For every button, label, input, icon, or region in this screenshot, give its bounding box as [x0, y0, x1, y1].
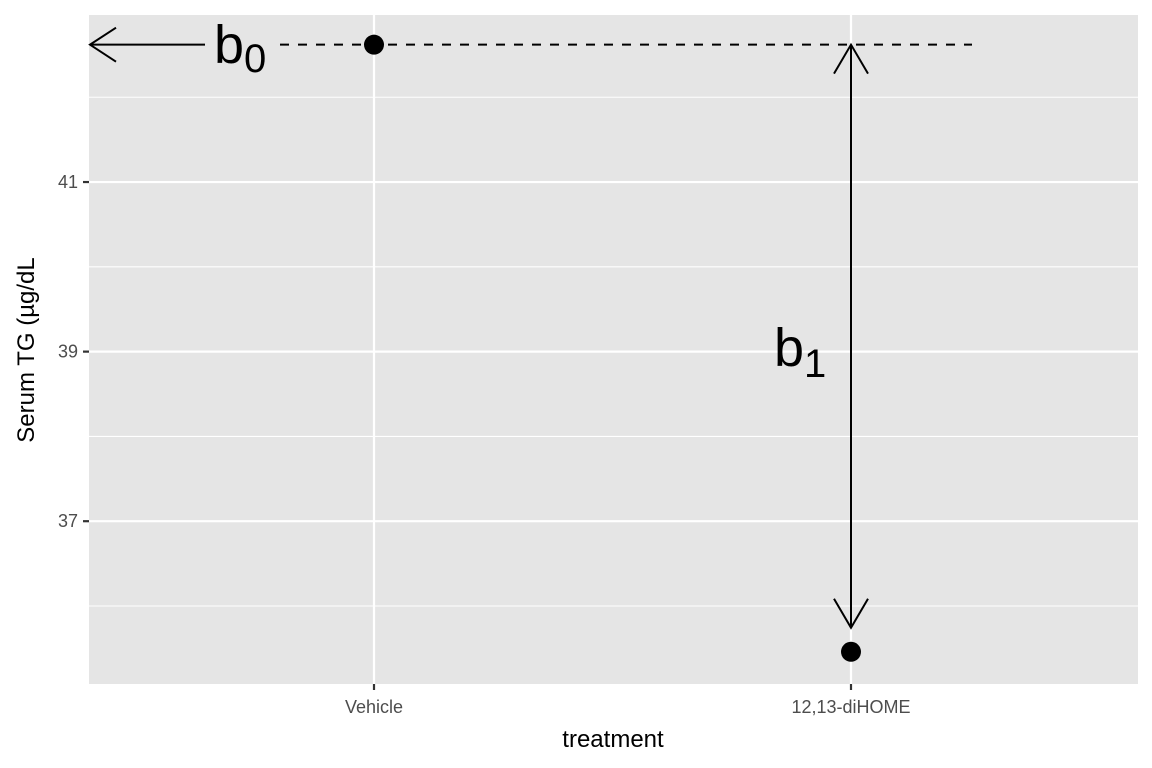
annotation-layer	[88, 26, 972, 630]
point-layer	[364, 34, 861, 662]
x-tick-label: Vehicle	[345, 697, 403, 717]
y-tick-label: 41	[58, 172, 78, 192]
y-axis-title: Serum TG (µg/dL	[13, 257, 40, 442]
b1-arrow-head-top	[833, 42, 869, 75]
b1-letter: b	[774, 318, 804, 378]
plot-panel	[89, 15, 1138, 684]
x-axis-title: treatment	[562, 726, 664, 753]
x-tick-label: 12,13-diHOME	[791, 697, 910, 717]
y-tick-label: 37	[58, 511, 78, 531]
b1-label: b1	[774, 318, 826, 386]
b1-subscript: 1	[804, 342, 826, 386]
data-point	[841, 641, 861, 662]
b0-label: b0	[214, 15, 266, 81]
b1-arrow-head-bottom	[833, 598, 869, 630]
axis-layer: 37 39 41 Vehicle 12,13-diHOME	[58, 172, 911, 717]
b0-arrow-head	[88, 26, 117, 63]
y-tick-label: 39	[58, 342, 78, 362]
b0-subscript: 0	[244, 37, 266, 81]
data-point	[364, 34, 384, 55]
b0-letter: b	[214, 15, 244, 75]
